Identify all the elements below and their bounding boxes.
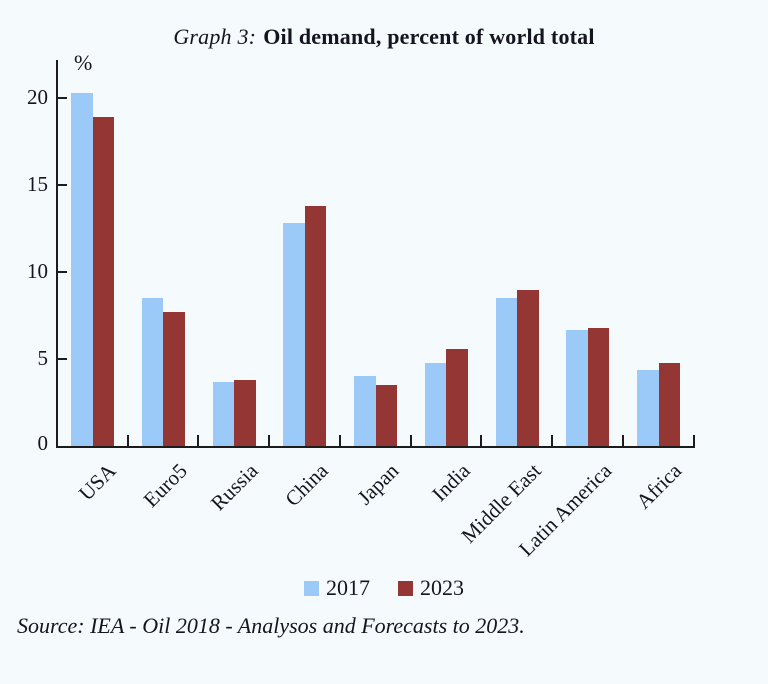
x-label-usa: USA: [73, 458, 121, 506]
x-tick-8: [621, 435, 624, 446]
y-tick-label-0: 0: [37, 431, 49, 455]
legend-label-2017: 2017: [326, 575, 370, 600]
bar-2023-china: [304, 206, 327, 446]
legend-item-2017: 2017: [304, 575, 370, 601]
y-axis-unit-label: %: [74, 50, 93, 75]
bar-2023-euro5: [163, 312, 185, 446]
y-tick-label-5: 5: [37, 346, 49, 371]
legend-label-2023: 2023: [420, 575, 464, 600]
bar-2023-india: [446, 348, 468, 446]
x-label-euro5: Euro5: [138, 458, 192, 512]
legend-swatch-2023: [398, 580, 413, 596]
bar-2023-russia: [234, 379, 256, 446]
x-tick-6: [480, 435, 483, 446]
bar-2017-china: [283, 223, 305, 446]
y-axis: [56, 60, 58, 448]
x-tick-2: [197, 435, 200, 446]
y-tick-10: [58, 271, 67, 274]
bar-2023-japan: [375, 385, 398, 446]
x-tick-5: [409, 435, 412, 446]
y-tick-label-20: 20: [27, 85, 48, 110]
bar-2017-japan: [354, 376, 376, 446]
x-tick-3: [268, 435, 271, 446]
bar-2017-africa: [637, 369, 659, 446]
x-label-africa: Africa: [631, 458, 687, 514]
legend-item-2023: 2023: [398, 575, 464, 601]
legend: 2017 2023: [0, 575, 768, 601]
bar-2017-latin-america: [566, 329, 588, 446]
y-tick-15: [58, 184, 67, 187]
x-label-india: India: [426, 458, 475, 507]
x-tick-7: [551, 435, 554, 446]
x-tick-9: [692, 435, 695, 446]
chart-title-main: Oil demand, percent of world total: [263, 24, 595, 49]
chart-title: Graph 3: Oil demand, percent of world tot…: [0, 24, 768, 50]
bar-2023-usa: [92, 117, 115, 446]
bar-2017-usa: [71, 93, 93, 446]
bar-2023-africa: [658, 362, 681, 446]
bar-2017-russia: [212, 381, 235, 446]
x-tick-1: [126, 435, 129, 446]
legend-swatch-2017: [304, 580, 319, 596]
bar-2017-india: [424, 362, 447, 446]
source-note: Source: IEA - Oil 2018 - Analysos and Fo…: [17, 613, 525, 638]
bar-2017-euro5: [141, 298, 164, 446]
y-tick-label-10: 10: [27, 259, 48, 284]
y-tick-5: [58, 358, 67, 361]
x-label-japan: Japan: [352, 458, 404, 510]
x-label-china: China: [280, 458, 333, 512]
y-tick-20: [58, 97, 67, 100]
x-label-russia: Russia: [205, 458, 263, 516]
x-axis: [56, 446, 695, 448]
bar-2023-middle-east: [517, 289, 539, 446]
y-tick-label-15: 15: [27, 172, 48, 197]
bar-2017-middle-east: [495, 298, 518, 446]
chart-title-prefix: Graph 3:: [173, 24, 257, 49]
x-tick-4: [338, 435, 341, 446]
bar-2023-latin-america: [587, 327, 610, 446]
